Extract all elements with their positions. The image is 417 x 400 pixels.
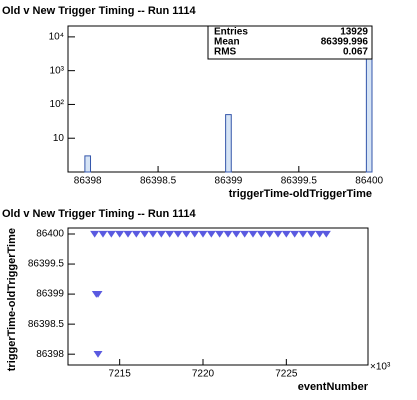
- point: [265, 230, 275, 238]
- stats-label: RMS: [214, 47, 237, 58]
- histogram-bar: [84, 155, 92, 173]
- point: [298, 230, 308, 238]
- point: [290, 230, 300, 238]
- point: [156, 230, 166, 238]
- x-tick-label: 86400: [355, 176, 383, 187]
- y-tick-label: 86400: [36, 229, 64, 240]
- point: [165, 230, 175, 238]
- y-tick-label: 10⁴: [49, 32, 64, 43]
- point: [173, 230, 183, 238]
- x-tick-label: 86398.5: [140, 176, 177, 187]
- histogram-bar: [225, 114, 232, 173]
- point: [190, 230, 200, 238]
- point: [148, 230, 158, 238]
- chart-title: Old v New Trigger Timing -- Run 1114: [2, 208, 196, 220]
- chart-title: Old v New Trigger Timing -- Run 1114: [2, 5, 196, 17]
- point: [256, 230, 266, 238]
- x-axis-label: triggerTime-oldTriggerTime: [229, 188, 372, 200]
- y-tick-label: 86399: [36, 289, 64, 300]
- point: [206, 230, 216, 238]
- x-tick-label: 7225: [275, 369, 298, 380]
- y-tick-label: 10: [53, 133, 65, 144]
- point: [90, 230, 100, 238]
- stats-value: 13929: [340, 27, 368, 38]
- point: [93, 290, 103, 298]
- point: [273, 230, 283, 238]
- point: [131, 230, 141, 238]
- y-axis-label: triggerTime-oldTriggerTime: [6, 228, 18, 371]
- point: [181, 230, 191, 238]
- y-tick-label: 10²: [50, 99, 65, 110]
- stats-label: Entries: [214, 27, 248, 38]
- point: [115, 230, 125, 238]
- point: [306, 230, 316, 238]
- point: [93, 351, 103, 358]
- plot-frame: [67, 227, 369, 366]
- point: [315, 230, 325, 238]
- point: [231, 230, 241, 238]
- stats-value: 86399.996: [321, 37, 369, 48]
- point: [215, 230, 225, 238]
- stats-label: Mean: [214, 37, 240, 48]
- point: [223, 230, 233, 238]
- chart: Old v New Trigger Timing -- Run 1114 8639…: [2, 5, 384, 200]
- y-tick-label: 86398: [36, 349, 64, 360]
- x-tick-label: 86399.5: [281, 176, 318, 187]
- point: [248, 230, 258, 238]
- stats-value: 0.067: [343, 47, 368, 58]
- y-tick-label: 10³: [50, 65, 65, 76]
- chart: Old v New Trigger Timing -- Run 1114 7215…: [2, 208, 391, 393]
- point: [281, 230, 291, 238]
- point: [98, 230, 108, 238]
- y-tick-label: 86398.5: [28, 319, 65, 330]
- x-tick-label: 7215: [109, 369, 132, 380]
- stats-box: [207, 25, 373, 60]
- point: [240, 230, 250, 238]
- y-tick-label: 86399.5: [28, 259, 65, 270]
- x-tick-label: 86398: [74, 176, 102, 187]
- x-tick-label: 86399: [215, 176, 243, 187]
- x-tick-label: 7220: [192, 369, 215, 380]
- point: [140, 230, 150, 238]
- x-multiplier: ×10³: [370, 362, 391, 373]
- point: [198, 230, 208, 238]
- point: [321, 230, 331, 238]
- x-axis-label: eventNumber: [298, 381, 369, 393]
- point: [106, 230, 116, 238]
- point: [123, 230, 133, 238]
